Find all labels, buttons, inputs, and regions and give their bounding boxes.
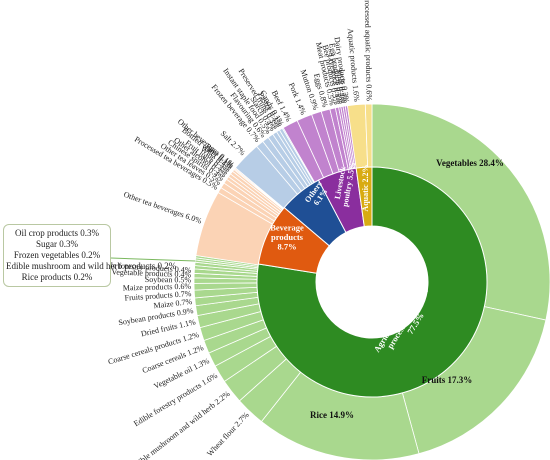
- outer-label-soybean-0-5: Soybean 0.5%: [145, 275, 192, 284]
- callout-item-oil-crop-products-0-3: Oil crop products 0.3%: [15, 228, 99, 238]
- small-categories-callout: Oil crop products 0.3% Sugar 0.3% Frozen v…: [3, 224, 177, 287]
- outer-label-vegetable-products-0-4: Vegetable products 0.4%: [111, 267, 191, 279]
- outer-label-fruits-17-3: Fruits 17.3%: [422, 375, 473, 385]
- outer-label-wheat-flour-2-7: Wheat flour 2.7%: [205, 410, 251, 458]
- outer-ring: [193, 103, 550, 460]
- inner-label-beverage-products: Beverage products 8.7%: [270, 223, 304, 252]
- outer-label-vegetables-28-4: Vegetables 28.4%: [436, 158, 504, 168]
- inner-segment-aquatic: [355, 166, 373, 228]
- inner-ring: [256, 166, 488, 398]
- callout-item-rice-products-0-2: Rice products 0.2%: [21, 272, 93, 282]
- outer-label-maize-products-0-6: Maize products 0.6%: [123, 282, 192, 293]
- callout-item-frozen-vegetables-0-2: Frozen vegetables 0.2%: [13, 250, 101, 260]
- outer-label-maize-0-7: Maize 0.7%: [153, 297, 193, 310]
- callout-item-edible-mushroom-and-wild-herb-products-0-2: Edible mushroom and wild herb products 0…: [6, 261, 177, 271]
- outer-label-rice-14-9: Rice 14.9%: [310, 410, 354, 420]
- inner-label-aquatic: Aquatic 2.2%: [361, 164, 370, 211]
- outer-label-other-tea-beverages-6-0: Other tea beverages 6.0%: [122, 190, 203, 226]
- callout-item-sugar-0-3: Sugar 0.3%: [36, 239, 78, 249]
- inner-segment-agriculture-forestry-and-processed-products: [256, 166, 488, 398]
- outer-label-processed-aquatic-products-0-6: Processed aquatic products 0.6%: [363, 0, 374, 101]
- callout-leader-line: [110, 257, 196, 262]
